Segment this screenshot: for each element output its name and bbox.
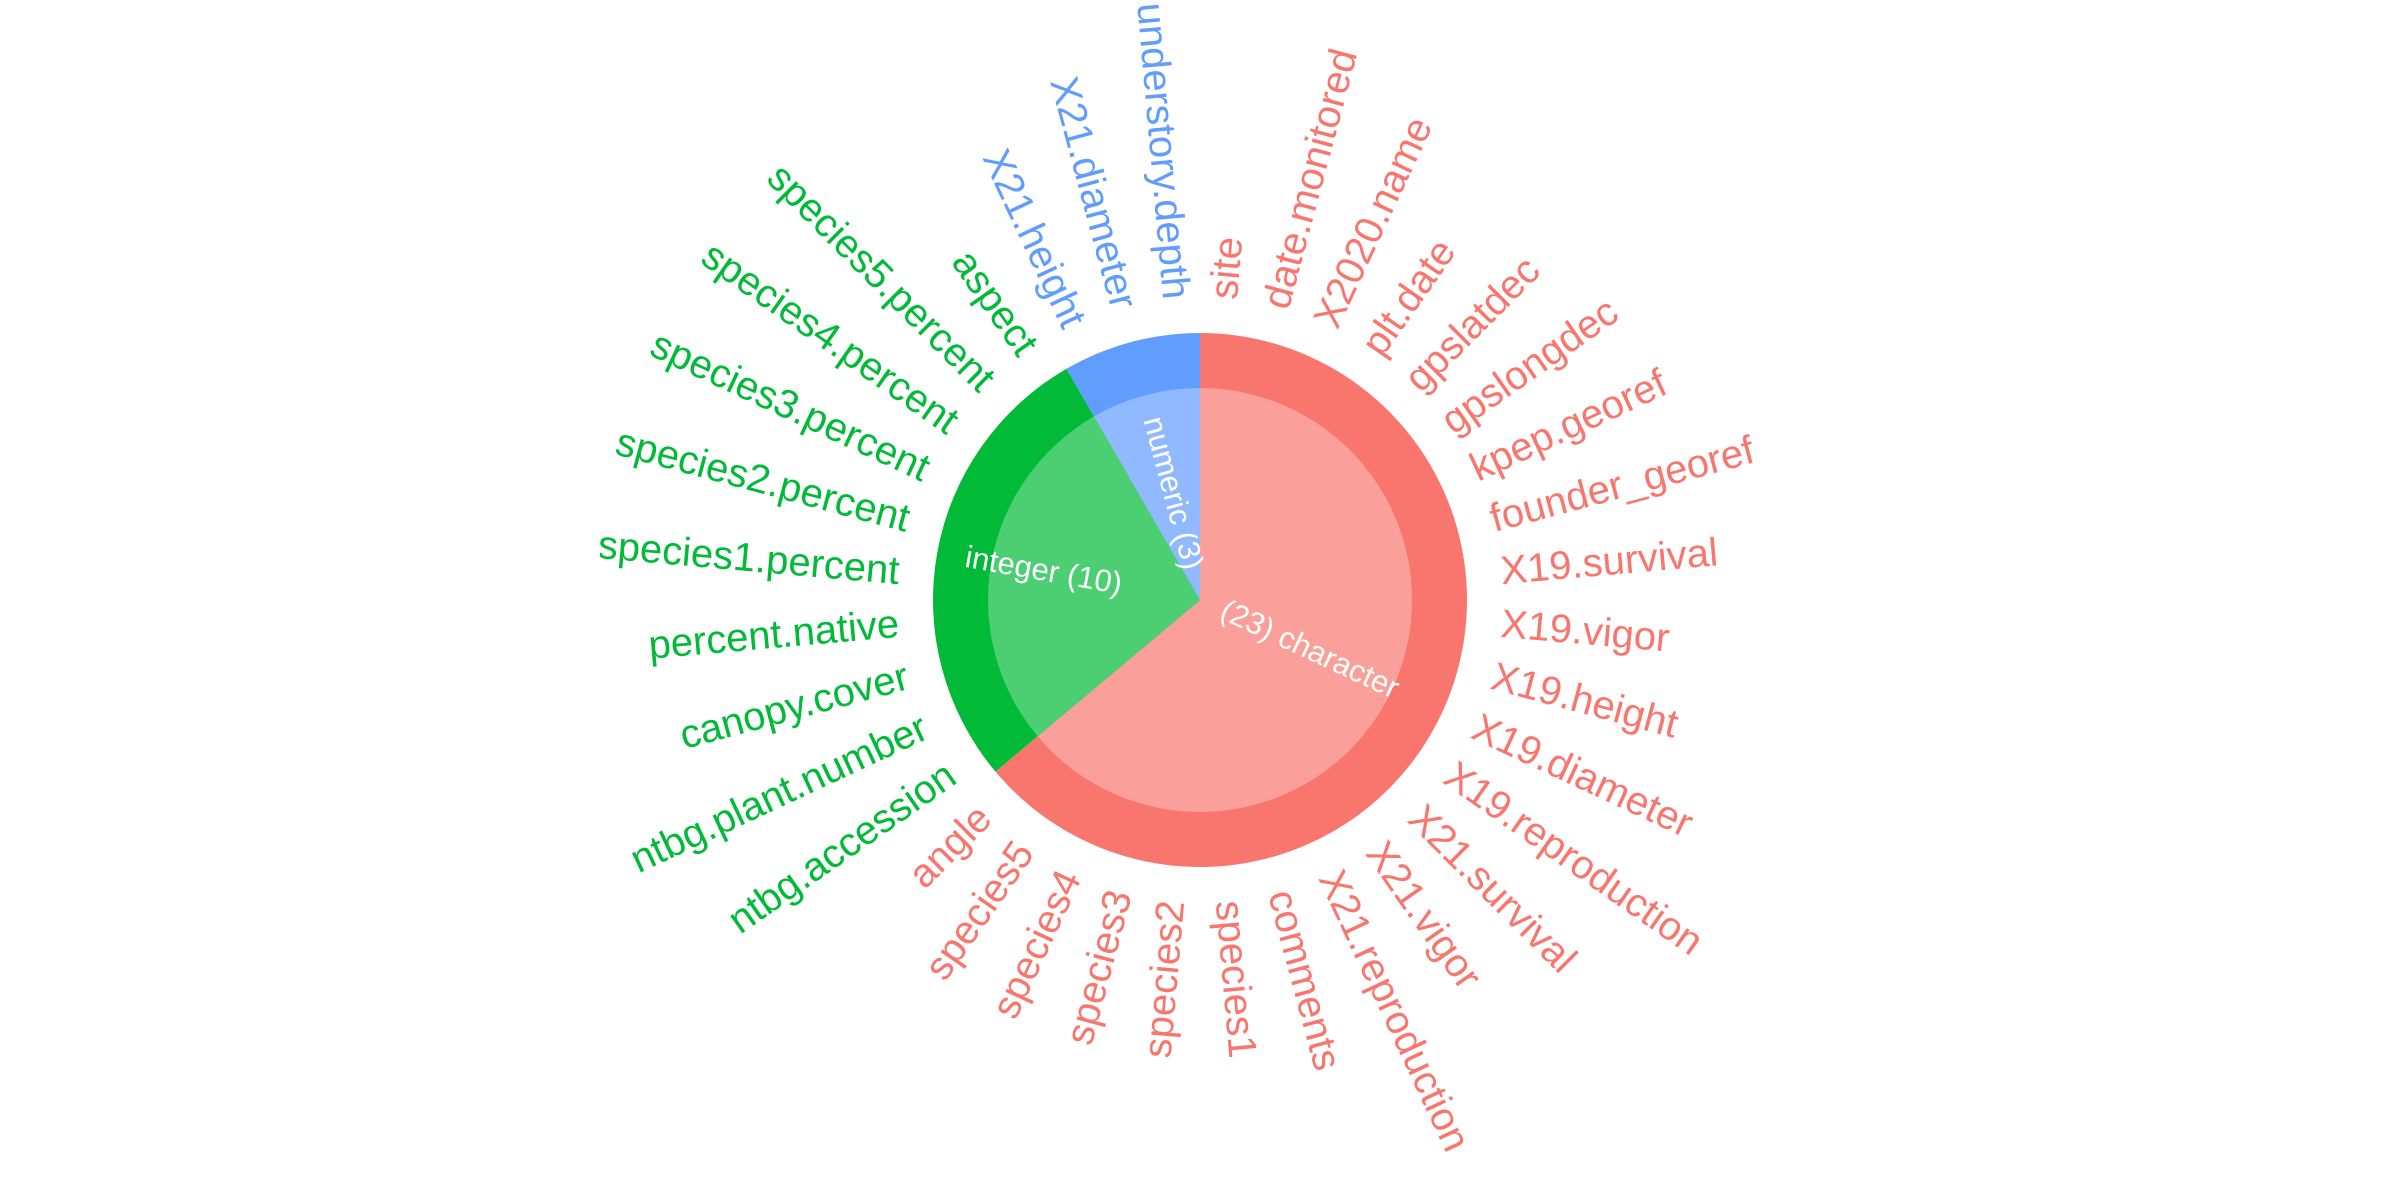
pie-slice-inner-integer	[988, 416, 1200, 737]
variable-label-site: site	[1202, 235, 1251, 301]
pie-slice-inner-character	[1037, 388, 1412, 812]
variable-label-x19-survival: X19.survival	[1499, 530, 1720, 593]
variable-label-species1: species1	[1207, 899, 1265, 1060]
variable-label-x19-vigor: X19.vigor	[1499, 602, 1671, 661]
variable-label-understory-depth: understory.depth	[1128, 1, 1198, 301]
variable-label-species1-percent: species1.percent	[596, 523, 901, 593]
variable-label-species2: species2	[1136, 899, 1194, 1060]
variable-label-percent-native: percent.native	[647, 602, 901, 668]
pie-slice-inner-numeric	[1094, 388, 1200, 600]
